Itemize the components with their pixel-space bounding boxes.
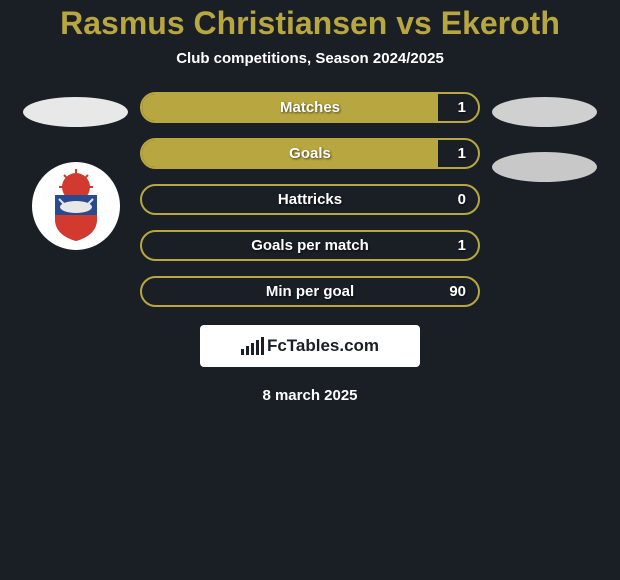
bar-segment [246, 346, 249, 355]
bar-segment [241, 349, 244, 355]
logo-text: FcTables.com [267, 336, 379, 356]
stat-bar: Min per goal 90 [140, 276, 480, 307]
badge-icon [37, 167, 115, 245]
stat-bar: Hattricks 0 [140, 184, 480, 215]
left-column [23, 92, 128, 250]
page-subtitle: Club competitions, Season 2024/2025 [176, 50, 444, 67]
club-badge [32, 162, 120, 250]
bar-segment [256, 340, 259, 355]
stat-label: Goals per match [251, 237, 369, 254]
page-title: Rasmus Christiansen vs Ekeroth [60, 5, 560, 42]
stat-label: Hattricks [278, 191, 342, 208]
stat-value: 1 [458, 237, 466, 254]
stat-label: Matches [280, 99, 340, 116]
stat-bar: Goals per match 1 [140, 230, 480, 261]
stats-content: Matches 1 Goals 1 Hattricks 0 Goals per match 1… [0, 92, 620, 307]
player-ellipse-left [23, 97, 128, 127]
stats-column: Matches 1 Goals 1 Hattricks 0 Goals per match 1… [140, 92, 480, 307]
fctables-logo[interactable]: FcTables.com [200, 325, 420, 367]
player-ellipse-right-1 [492, 97, 597, 127]
stat-label: Min per goal [266, 283, 354, 300]
stat-label: Goals [289, 145, 331, 162]
stat-bar: Goals 1 [140, 138, 480, 169]
player-ellipse-right-2 [492, 152, 597, 182]
stat-value: 0 [458, 191, 466, 208]
right-column [492, 92, 597, 182]
date-label: 8 march 2025 [262, 387, 357, 404]
chart-bars-icon [241, 337, 264, 355]
stat-bar: Matches 1 [140, 92, 480, 123]
stat-value: 90 [449, 283, 466, 300]
stat-value: 1 [458, 99, 466, 116]
bar-segment [251, 343, 254, 355]
stat-value: 1 [458, 145, 466, 162]
bar-segment [261, 337, 264, 355]
